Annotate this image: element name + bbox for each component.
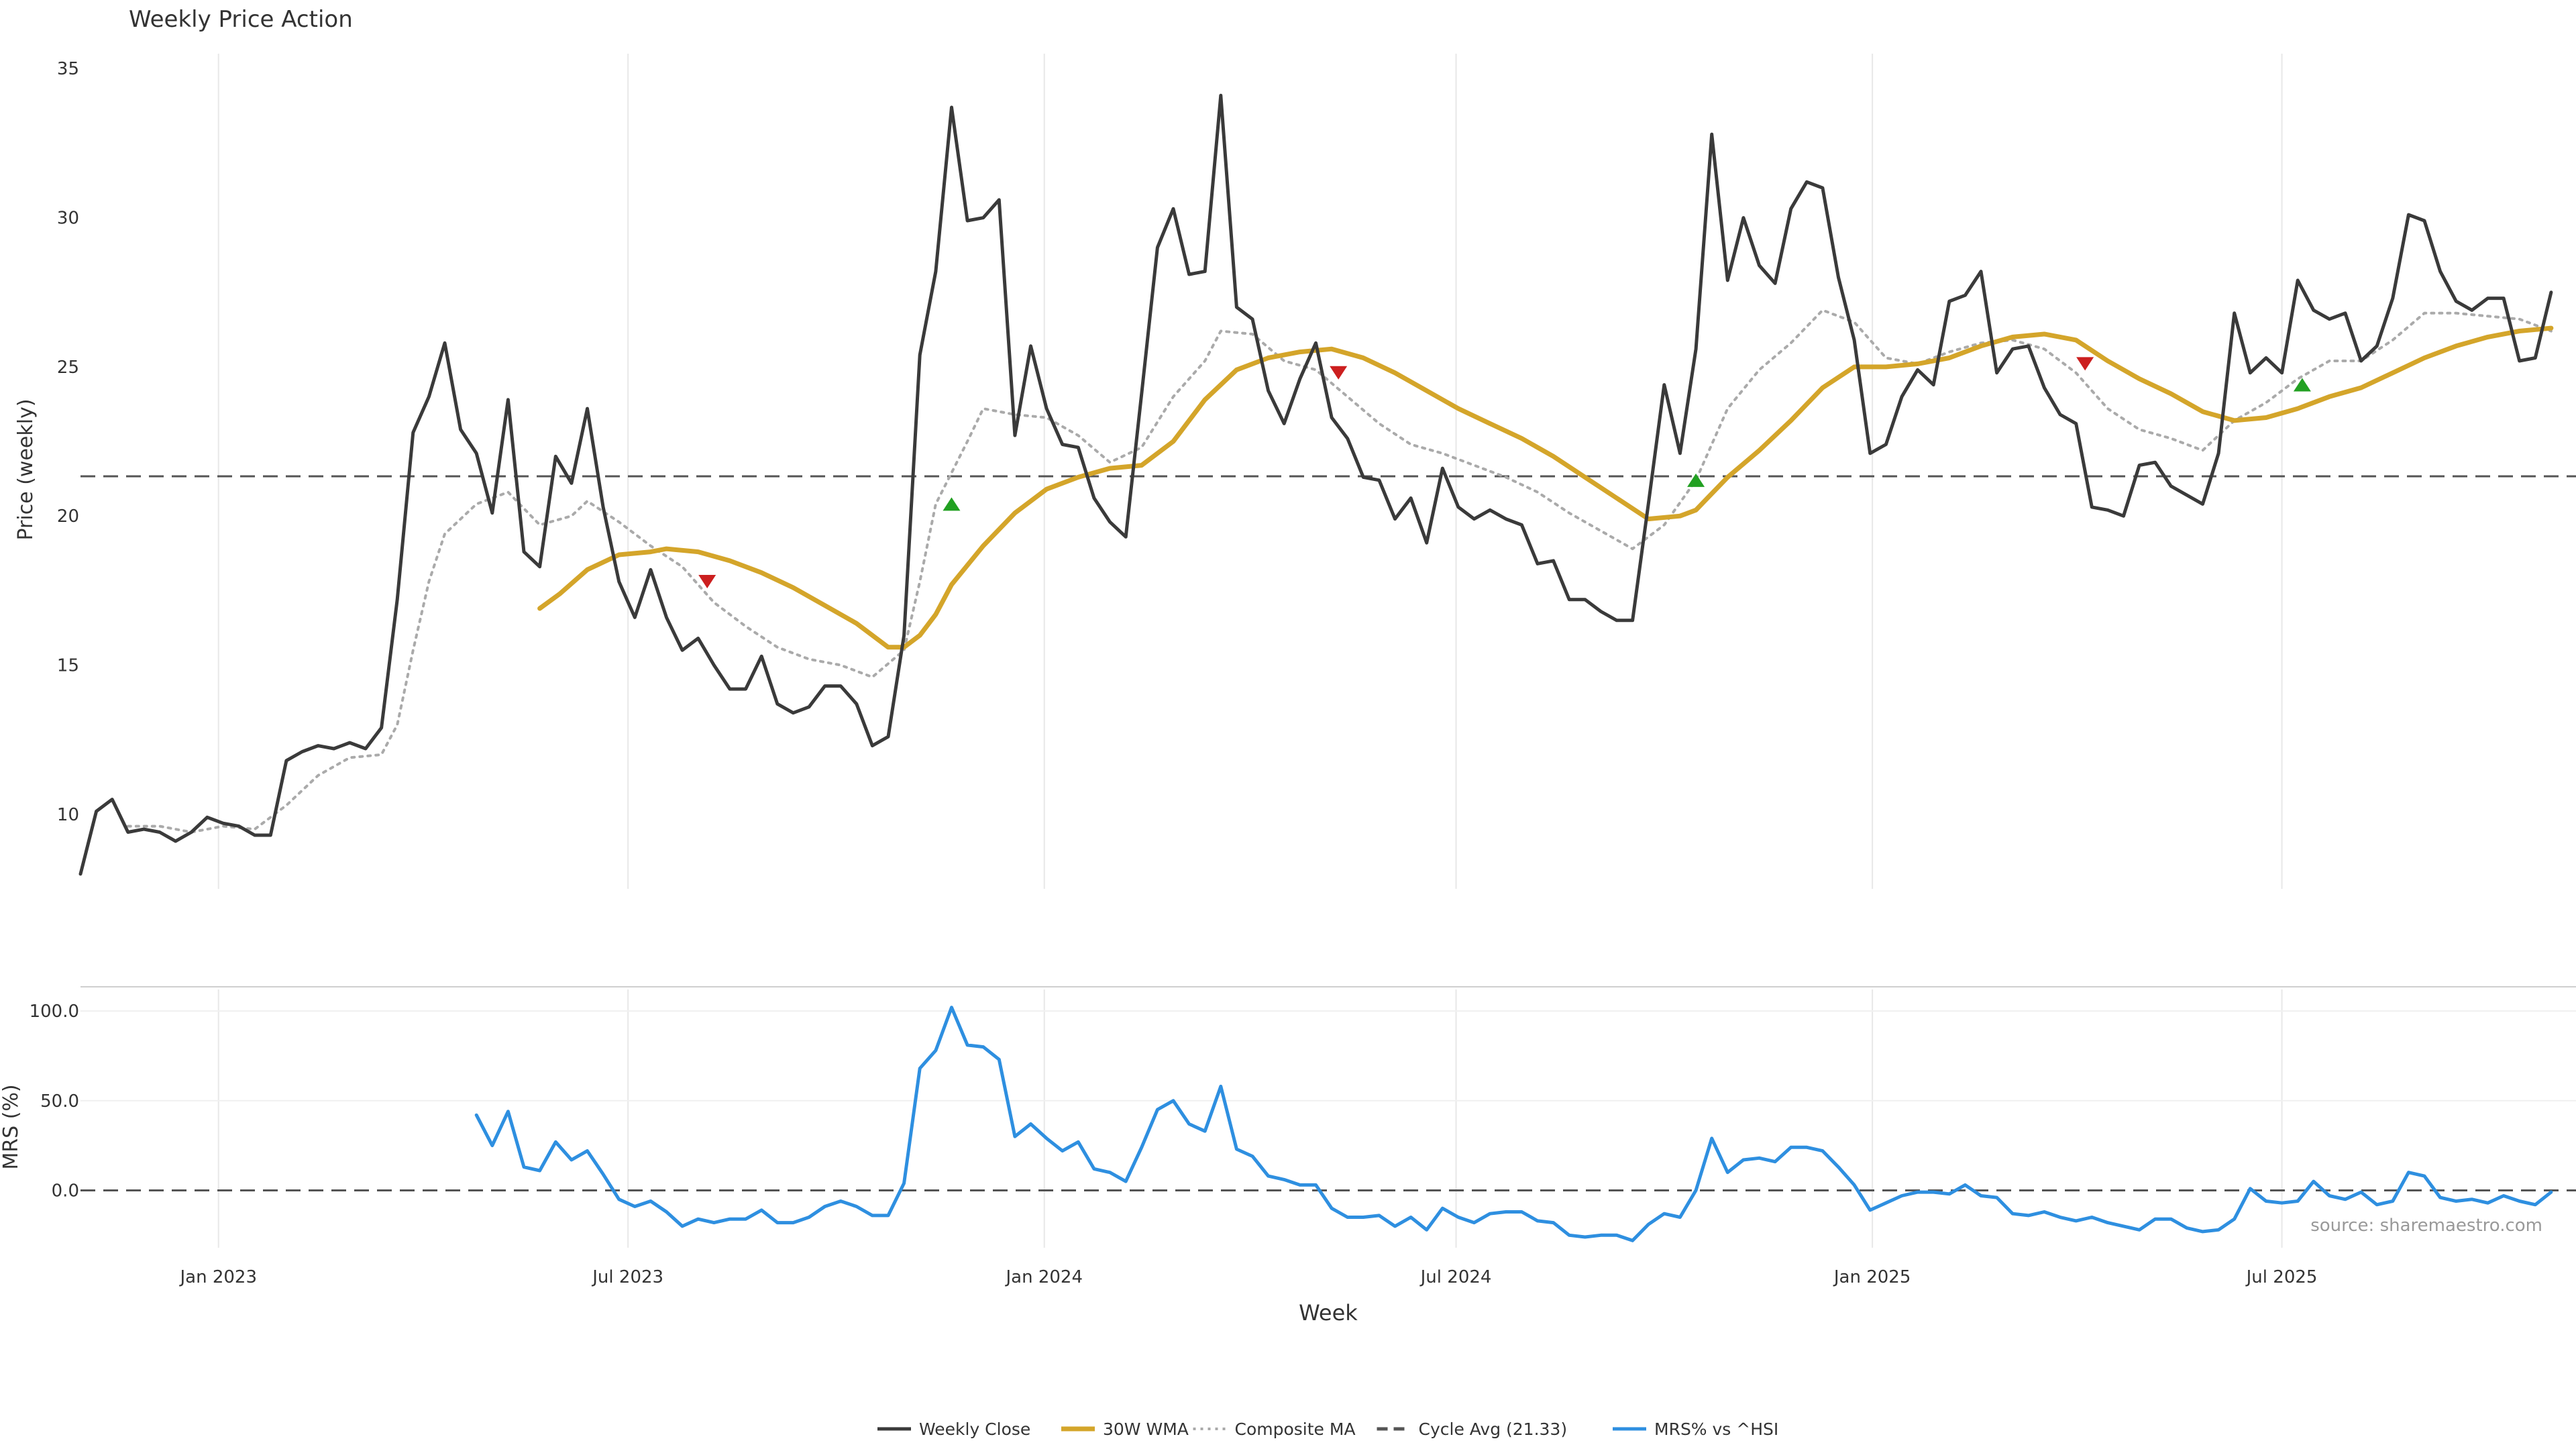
price-y-tick-label: 20 — [57, 506, 79, 527]
x-tick-label: Jul 2025 — [2245, 1267, 2318, 1287]
mrs-series-lines — [474, 1006, 2553, 1242]
mrs-y-tick-label: 0.0 — [52, 1181, 79, 1201]
price-y-tick-labels: 10 15 20 25 30 35 — [57, 59, 79, 825]
mrs-y-tick-label: 100.0 — [30, 1002, 79, 1022]
legend-label: 30W WMA — [1103, 1419, 1189, 1439]
x-tick-label: Jul 2024 — [1419, 1267, 1492, 1287]
price-y-tick-label: 30 — [57, 209, 79, 229]
buy-signal-marker — [2293, 378, 2311, 392]
mrs-y-tick-labels: 0.0 50.0 100.0 — [30, 1002, 79, 1201]
mrs-vs-hsi-line — [474, 1006, 2553, 1242]
sell-signal-marker — [1330, 366, 1348, 380]
x-axis-label: Week — [1299, 1300, 1358, 1326]
composite-ma-line — [126, 309, 2553, 834]
chart-title: Weekly Price Action — [129, 6, 353, 33]
legend-label: Weekly Close — [919, 1419, 1030, 1439]
buy-signal-marker — [943, 497, 961, 511]
buy-signal-marker — [1687, 473, 1705, 487]
price-gridlines — [217, 54, 2283, 889]
price-y-tick-label: 10 — [57, 805, 79, 825]
price-y-axis-label: Price (weekly) — [14, 398, 38, 540]
sell-signal-marker — [2076, 357, 2094, 371]
x-tick-label: Jan 2024 — [1004, 1267, 1083, 1287]
legend-label: MRS% vs ^HSI — [1654, 1419, 1778, 1439]
price-y-tick-label: 35 — [57, 59, 79, 79]
legend-label: Cycle Avg (21.33) — [1419, 1419, 1568, 1439]
mrs-y-axis-label: MRS (%) — [0, 1084, 23, 1169]
chart-legend: Weekly Close 30W WMA Composite MA Cycle Avg… — [877, 1419, 1778, 1439]
price-y-tick-label: 15 — [57, 656, 79, 676]
signal-markers — [698, 357, 2311, 589]
mrs-y-tick-label: 50.0 — [40, 1091, 79, 1112]
x-tick-label: Jan 2025 — [1833, 1267, 1911, 1287]
x-tick-label: Jan 2023 — [178, 1267, 257, 1287]
source-note: source: sharemaestro.com — [2310, 1216, 2542, 1236]
price-y-tick-label: 25 — [57, 358, 79, 378]
price-panel: 10 15 20 25 30 35 Price (weekly) — [14, 54, 2576, 889]
price-series-lines — [78, 93, 2554, 876]
mrs-panel: 0.0 50.0 100.0 MRS (%) source: sharemaestr… — [0, 986, 2576, 1248]
x-tick-label: Jul 2023 — [591, 1267, 663, 1287]
sell-signal-marker — [698, 575, 716, 589]
x-axis-tick-labels: Jan 2023 Jul 2023 Jan 2024 Jul 2024 Jan 2025… — [178, 1267, 2317, 1287]
weekly-close-line — [78, 93, 2553, 876]
wma-30w-line — [537, 325, 2554, 650]
legend-label: Composite MA — [1235, 1419, 1356, 1439]
mrs-gridlines — [80, 989, 2576, 1248]
